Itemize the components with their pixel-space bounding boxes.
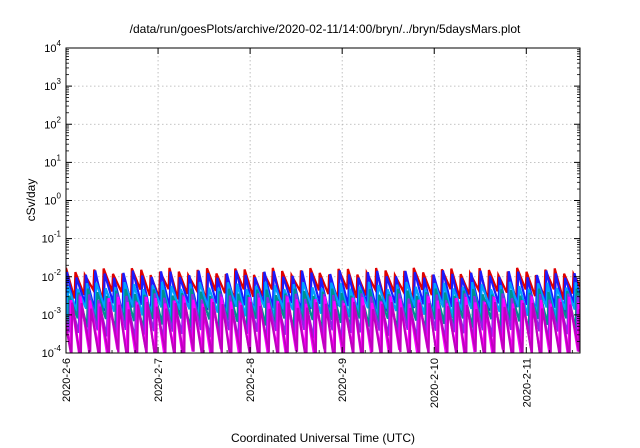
chart-title: /data/run/goesPlots/archive/2020-02-11/1… xyxy=(130,22,521,36)
x-tick-label: 2020-2-11 xyxy=(521,358,533,407)
ticks xyxy=(65,47,580,354)
y-tick-labels: 10-4 10-3 10-2 10-1 100 101 102 103 104 xyxy=(42,39,62,360)
x-tick-label: 2020-2-9 xyxy=(337,358,349,402)
y-tick-label: 103 xyxy=(44,77,61,93)
x-axis-title: Coordinated Universal Time (UTC) xyxy=(231,431,415,445)
y-tick-label: 100 xyxy=(44,192,61,208)
series-line-6 xyxy=(66,301,580,353)
y-tick-label: 10-3 xyxy=(42,306,62,322)
x-tick-labels: 2020-2-6 2020-2-7 2020-2-8 2020-2-9 2020-2-1… xyxy=(61,358,533,408)
x-tick-label: 2020-2-6 xyxy=(61,358,73,402)
y-tick-label: 10-4 xyxy=(42,344,62,360)
series-layer xyxy=(66,267,580,353)
x-tick-label: 2020-2-7 xyxy=(153,358,165,402)
y-tick-label: 10-1 xyxy=(42,230,62,246)
x-tick-label: 2020-2-8 xyxy=(245,358,257,402)
y-tick-label: 10-2 xyxy=(42,268,62,284)
y-tick-label: 104 xyxy=(44,39,61,55)
grid xyxy=(66,48,580,353)
y-tick-label: 101 xyxy=(44,153,61,169)
y-tick-label: 102 xyxy=(44,115,61,131)
x-tick-label: 2020-2-10 xyxy=(429,358,441,408)
y-axis-title: cSv/day xyxy=(24,179,38,222)
